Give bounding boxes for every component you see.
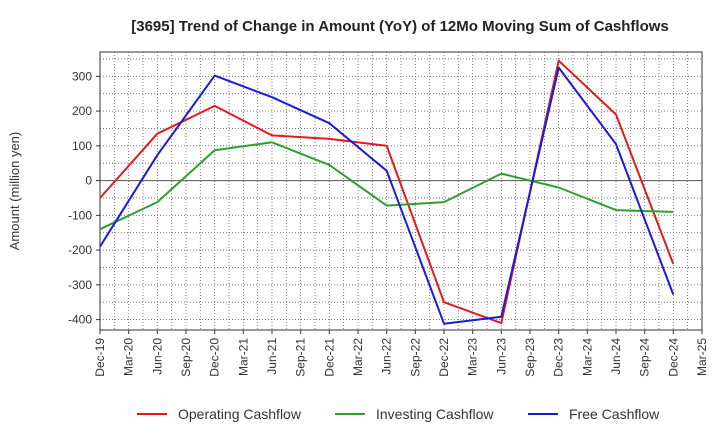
- y-tick-label: -200: [68, 243, 92, 257]
- x-tick-label: Jun-22: [380, 338, 394, 375]
- y-tick-label: 200: [72, 104, 92, 118]
- chart-title: [3695] Trend of Change in Amount (YoY) o…: [131, 18, 669, 35]
- legend-label: Free Cashflow: [569, 406, 660, 422]
- x-tick-label: Dec-23: [552, 338, 566, 377]
- x-tick-label: Dec-20: [208, 338, 222, 377]
- x-tick-label: Sep-24: [638, 338, 652, 377]
- y-tick-label: 300: [72, 69, 92, 83]
- x-tick-label: Sep-22: [408, 338, 422, 377]
- x-tick-label: Sep-23: [523, 338, 537, 377]
- series-line-investing-cashflow: [99, 141, 674, 231]
- x-tick-label: Mar-25: [695, 338, 709, 376]
- plot-frame: [99, 51, 703, 331]
- y-tick-label: -400: [68, 313, 92, 327]
- x-tick-label: Jun-24: [609, 338, 623, 375]
- y-axis-label: Amount (million yen): [7, 132, 22, 251]
- x-tick-label: Mar-20: [122, 338, 136, 376]
- x-tick-label: Sep-21: [294, 338, 308, 377]
- y-tick-label: -300: [68, 278, 92, 292]
- x-tick-label: Dec-24: [666, 338, 680, 377]
- x-tick-label: Jun-23: [494, 338, 508, 375]
- x-tick-label: Dec-22: [437, 338, 451, 377]
- x-tick-label: Jun-20: [150, 338, 164, 375]
- y-tick-label: 100: [72, 139, 92, 153]
- legend: Operating Cashflow Investing Cashflow Free…: [137, 406, 660, 422]
- x-tick-label: Dec-21: [322, 338, 336, 377]
- y-tick-label: 0: [85, 174, 92, 188]
- series-line-operating-cashflow: [99, 59, 675, 325]
- series-line-free-cashflow: [99, 66, 675, 325]
- x-tick-label: Jun-21: [265, 338, 279, 375]
- legend-label: Operating Cashflow: [178, 406, 302, 422]
- x-tick-label: Dec-19: [93, 338, 107, 377]
- y-tick-label: -100: [68, 208, 92, 222]
- x-tick-label: Mar-24: [580, 338, 594, 376]
- x-tick-label: Mar-22: [351, 338, 365, 376]
- x-tick-label: Sep-20: [179, 338, 193, 377]
- legend-label: Investing Cashflow: [376, 406, 494, 422]
- x-tick-label: Mar-21: [236, 338, 250, 376]
- x-tick-label: Mar-23: [466, 338, 480, 376]
